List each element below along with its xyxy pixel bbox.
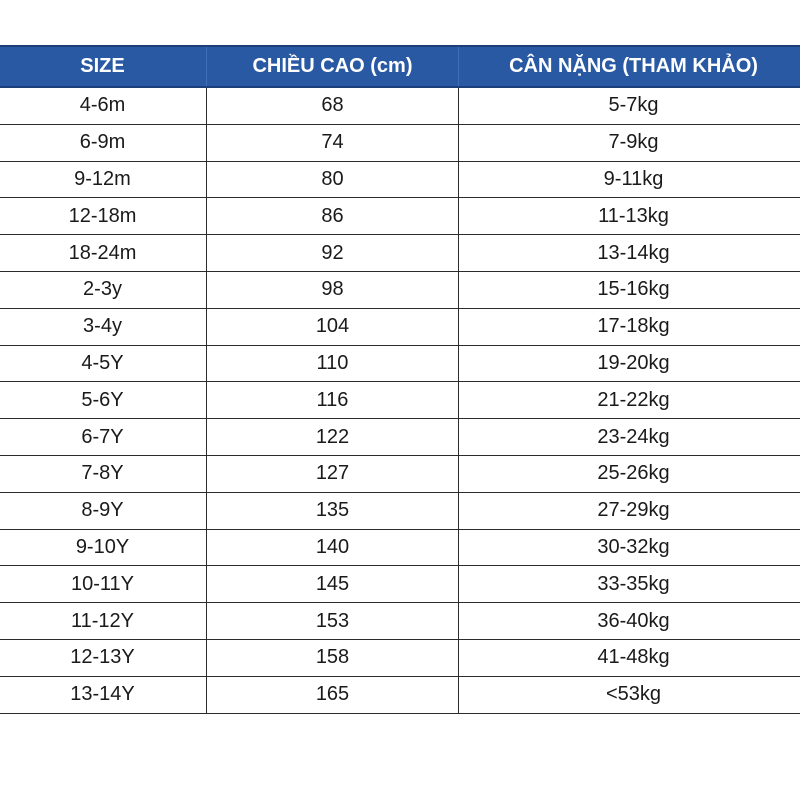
weight-cell: 13-14kg: [458, 234, 800, 272]
weight-cell: 27-29kg: [458, 491, 800, 530]
height-cell: 165: [206, 675, 459, 714]
size-cell: 8-9Y: [0, 491, 207, 530]
size-cell: 3-4y: [0, 307, 207, 346]
table-row: 18-24m 92 13-14kg: [0, 234, 800, 272]
header-weight: CÂN NẶNG (THAM KHẢO): [458, 45, 800, 88]
height-cell: 158: [206, 638, 459, 677]
weight-cell: 36-40kg: [458, 602, 800, 640]
height-cell: 127: [206, 454, 459, 493]
weight-cell: 19-20kg: [458, 344, 800, 383]
header-size: SIZE: [0, 45, 207, 88]
size-cell: 13-14Y: [0, 675, 207, 714]
weight-cell: 9-11kg: [458, 160, 800, 199]
height-cell: 92: [206, 234, 459, 272]
table-row: 4-6m 68 5-7kg: [0, 86, 800, 125]
weight-cell: 30-32kg: [458, 528, 800, 567]
height-cell: 68: [206, 86, 459, 125]
table-row: 13-14Y 165 <53kg: [0, 675, 800, 714]
size-cell: 2-3y: [0, 270, 207, 309]
size-cell: 4-6m: [0, 86, 207, 125]
table-row: 5-6Y 116 21-22kg: [0, 381, 800, 420]
weight-cell: <53kg: [458, 675, 800, 714]
table-row: 12-18m 86 11-13kg: [0, 197, 800, 236]
height-cell: 86: [206, 197, 459, 236]
size-cell: 12-13Y: [0, 638, 207, 677]
height-cell: 135: [206, 491, 459, 530]
size-cell: 7-8Y: [0, 454, 207, 493]
height-cell: 116: [206, 381, 459, 420]
size-cell: 6-9m: [0, 123, 207, 162]
height-cell: 122: [206, 418, 459, 456]
size-cell: 6-7Y: [0, 418, 207, 456]
size-cell: 11-12Y: [0, 602, 207, 640]
table-row: 12-13Y 158 41-48kg: [0, 638, 800, 677]
weight-cell: 7-9kg: [458, 123, 800, 162]
weight-cell: 11-13kg: [458, 197, 800, 236]
size-cell: 18-24m: [0, 234, 207, 272]
weight-cell: 25-26kg: [458, 454, 800, 493]
weight-cell: 15-16kg: [458, 270, 800, 309]
weight-cell: 33-35kg: [458, 565, 800, 604]
height-cell: 110: [206, 344, 459, 383]
size-cell: 10-11Y: [0, 565, 207, 604]
height-cell: 145: [206, 565, 459, 604]
size-chart-table: SIZE CHIỀU CAO (cm) CÂN NẶNG (THAM KHẢO)…: [0, 45, 800, 714]
header-row: SIZE CHIỀU CAO (cm) CÂN NẶNG (THAM KHẢO): [0, 45, 800, 88]
table-row: 10-11Y 145 33-35kg: [0, 565, 800, 604]
table-row: 2-3y 98 15-16kg: [0, 270, 800, 309]
height-cell: 98: [206, 270, 459, 309]
height-cell: 153: [206, 602, 459, 640]
table-header: SIZE CHIỀU CAO (cm) CÂN NẶNG (THAM KHẢO): [0, 45, 800, 88]
size-cell: 5-6Y: [0, 381, 207, 420]
table-body: 4-6m 68 5-7kg 6-9m 74 7-9kg 9-12m 80 9-11kg 12-18…: [0, 86, 800, 714]
table-row: 7-8Y 127 25-26kg: [0, 454, 800, 493]
weight-cell: 5-7kg: [458, 86, 800, 125]
weight-cell: 17-18kg: [458, 307, 800, 346]
table-row: 9-12m 80 9-11kg: [0, 160, 800, 199]
header-height: CHIỀU CAO (cm): [206, 45, 459, 88]
table-row: 8-9Y 135 27-29kg: [0, 491, 800, 530]
table-row: 6-9m 74 7-9kg: [0, 123, 800, 162]
height-cell: 74: [206, 123, 459, 162]
size-cell: 9-12m: [0, 160, 207, 199]
table-row: 4-5Y 110 19-20kg: [0, 344, 800, 383]
size-cell: 4-5Y: [0, 344, 207, 383]
table-row: 11-12Y 153 36-40kg: [0, 602, 800, 640]
height-cell: 104: [206, 307, 459, 346]
table-row: 9-10Y 140 30-32kg: [0, 528, 800, 567]
size-cell: 9-10Y: [0, 528, 207, 567]
table-row: 3-4y 104 17-18kg: [0, 307, 800, 346]
height-cell: 140: [206, 528, 459, 567]
table-row: 6-7Y 122 23-24kg: [0, 418, 800, 456]
height-cell: 80: [206, 160, 459, 199]
size-cell: 12-18m: [0, 197, 207, 236]
weight-cell: 41-48kg: [458, 638, 800, 677]
weight-cell: 23-24kg: [458, 418, 800, 456]
weight-cell: 21-22kg: [458, 381, 800, 420]
